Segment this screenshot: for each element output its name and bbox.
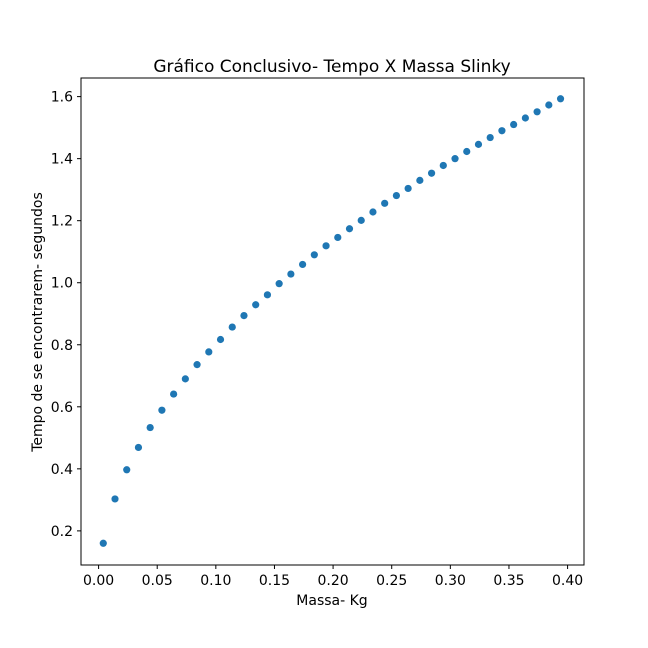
data-point: [392, 191, 401, 200]
x-tick-label: 0.15: [259, 573, 290, 589]
data-point: [416, 176, 424, 184]
data-point: [99, 539, 107, 547]
data-point: [263, 291, 272, 299]
data-point: [193, 361, 201, 369]
data-point: [123, 466, 131, 474]
x-tick-label: 0.40: [552, 573, 583, 589]
y-tick-label: 0.2: [51, 524, 73, 540]
data-point: [158, 406, 166, 414]
data-point: [322, 242, 330, 250]
x-tick-label: 0.00: [83, 573, 114, 589]
y-tick-label: 1.6: [51, 90, 73, 106]
data-point: [498, 127, 506, 135]
data-points: [99, 95, 565, 547]
data-point: [205, 348, 213, 356]
data-point: [310, 251, 318, 259]
data-point: [439, 161, 447, 170]
y-tick-label: 0.6: [51, 400, 73, 416]
data-point: [287, 270, 295, 278]
x-tick-label: 0.05: [142, 573, 173, 589]
y-axis: 0.2 0.4 0.6 0.8 1.0 1.2 1.4 1.6: [51, 90, 81, 540]
data-point: [404, 184, 412, 193]
x-axis-label: Massa- Kg: [296, 593, 367, 609]
x-tick-label: 0.30: [435, 573, 466, 589]
data-point: [521, 114, 529, 122]
data-point: [334, 233, 342, 242]
y-tick-label: 1.4: [51, 152, 73, 168]
data-point: [533, 108, 541, 116]
data-point: [463, 147, 471, 156]
data-point: [240, 312, 248, 320]
x-tick-label: 0.25: [376, 573, 407, 589]
data-point: [369, 208, 377, 216]
y-tick-label: 1.2: [51, 214, 73, 230]
data-point: [134, 443, 143, 452]
data-point: [451, 155, 459, 163]
data-point: [345, 225, 354, 233]
data-point: [299, 260, 307, 269]
data-point: [146, 423, 154, 432]
data-point: [381, 199, 389, 207]
y-tick-label: 1.0: [51, 276, 73, 292]
data-point: [510, 120, 518, 129]
chart-title: Gráfico Conclusivo- Tempo X Massa Slinky: [153, 57, 510, 77]
data-point: [111, 495, 119, 503]
data-point: [275, 280, 283, 288]
plot-frame: [80, 77, 585, 566]
y-tick-label: 0.4: [51, 462, 73, 478]
data-point: [181, 375, 189, 383]
data-point: [252, 301, 260, 309]
x-tick-label: 0.10: [200, 573, 231, 589]
x-axis: 0.00 0.05 0.10 0.15 0.20 0.25 0.30 0.35 0.40: [83, 565, 583, 589]
data-point: [170, 390, 178, 398]
y-tick-label: 0.8: [51, 338, 73, 354]
data-point: [545, 101, 553, 109]
x-tick-label: 0.35: [493, 573, 524, 589]
y-axis-label: Tempo de se encontrarem- segundos: [30, 192, 46, 453]
data-point: [486, 133, 494, 142]
plot-area: [80, 77, 585, 566]
data-point: [216, 335, 225, 344]
data-point: [427, 169, 436, 177]
data-point: [474, 140, 483, 148]
x-tick-label: 0.20: [318, 573, 349, 589]
data-point: [357, 216, 365, 224]
data-point: [556, 95, 565, 103]
data-point: [228, 323, 236, 331]
